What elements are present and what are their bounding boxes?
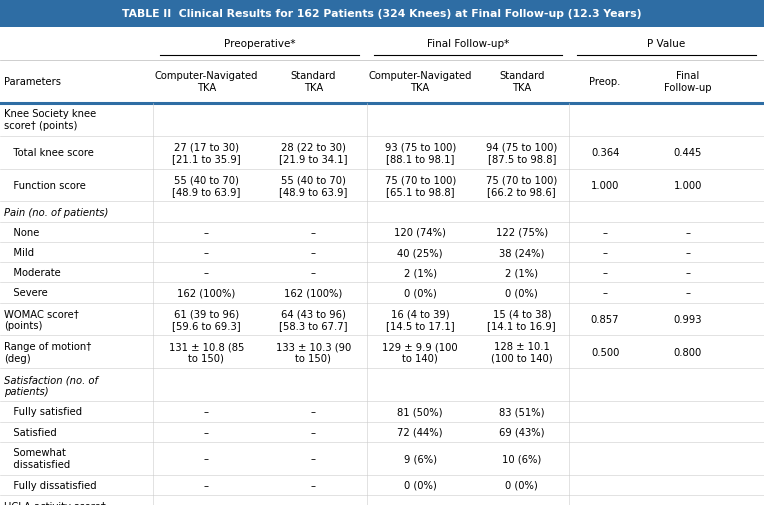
- Text: Knee Society knee
score† (points): Knee Society knee score† (points): [4, 109, 96, 131]
- Text: Final
Follow-up: Final Follow-up: [664, 71, 711, 93]
- Text: Pain (no. of patients): Pain (no. of patients): [4, 207, 108, 217]
- Text: 9 (6%): 9 (6%): [403, 453, 437, 463]
- Text: 0.993: 0.993: [673, 315, 702, 324]
- Text: Standard
TKA: Standard TKA: [290, 71, 336, 93]
- Text: 0.857: 0.857: [591, 315, 620, 324]
- Text: 0.445: 0.445: [673, 148, 702, 158]
- Text: Fully dissatisfied: Fully dissatisfied: [4, 480, 96, 490]
- Text: 133 ± 10.3 (90
to 150): 133 ± 10.3 (90 to 150): [276, 341, 351, 363]
- Text: Somewhat
   dissatisfied: Somewhat dissatisfied: [4, 447, 70, 469]
- Text: 1.000: 1.000: [591, 181, 620, 190]
- Text: –: –: [311, 407, 316, 417]
- Text: Fully satisfied: Fully satisfied: [4, 407, 82, 417]
- Text: –: –: [204, 480, 209, 490]
- Text: Mild: Mild: [4, 247, 34, 258]
- Text: 0.364: 0.364: [591, 148, 620, 158]
- Text: 55 (40 to 70)
[48.9 to 63.9]: 55 (40 to 70) [48.9 to 63.9]: [172, 175, 241, 196]
- Text: 1.000: 1.000: [673, 181, 702, 190]
- Text: 55 (40 to 70)
[48.9 to 63.9]: 55 (40 to 70) [48.9 to 63.9]: [279, 175, 348, 196]
- Text: 2 (1%): 2 (1%): [403, 268, 437, 278]
- Text: 72 (44%): 72 (44%): [397, 427, 443, 437]
- Text: 16 (4 to 39)
[14.5 to 17.1]: 16 (4 to 39) [14.5 to 17.1]: [386, 309, 455, 330]
- Text: Severe: Severe: [4, 288, 47, 298]
- Text: 15 (4 to 38)
[14.1 to 16.9]: 15 (4 to 38) [14.1 to 16.9]: [487, 309, 556, 330]
- Text: –: –: [311, 427, 316, 437]
- Text: –: –: [603, 227, 607, 237]
- Text: 162 (100%): 162 (100%): [284, 288, 342, 298]
- Text: UCLA activity score†
(points): UCLA activity score† (points): [4, 500, 105, 505]
- Text: Total knee score: Total knee score: [4, 148, 94, 158]
- Text: Satisfied: Satisfied: [4, 427, 57, 437]
- Text: –: –: [685, 227, 690, 237]
- Text: 69 (43%): 69 (43%): [499, 427, 545, 437]
- Text: Preop.: Preop.: [589, 77, 621, 87]
- Text: –: –: [603, 247, 607, 258]
- Text: Computer-Navigated
TKA: Computer-Navigated TKA: [154, 71, 258, 93]
- Text: TABLE II  Clinical Results for 162 Patients (324 Knees) at Final Follow-up (12.3: TABLE II Clinical Results for 162 Patien…: [122, 9, 642, 19]
- Text: 122 (75%): 122 (75%): [496, 227, 548, 237]
- Text: 38 (24%): 38 (24%): [499, 247, 545, 258]
- Text: 0.800: 0.800: [674, 347, 701, 357]
- Text: 2 (1%): 2 (1%): [505, 268, 539, 278]
- Text: –: –: [204, 247, 209, 258]
- Text: –: –: [204, 453, 209, 463]
- Text: 75 (70 to 100)
[66.2 to 98.6]: 75 (70 to 100) [66.2 to 98.6]: [486, 175, 558, 196]
- Text: 131 ± 10.8 (85
to 150): 131 ± 10.8 (85 to 150): [169, 341, 244, 363]
- Text: 0 (0%): 0 (0%): [506, 288, 538, 298]
- Text: Range of motion†
(deg): Range of motion† (deg): [4, 341, 91, 363]
- Text: –: –: [204, 407, 209, 417]
- Text: 40 (25%): 40 (25%): [397, 247, 443, 258]
- Text: 94 (75 to 100)
[87.5 to 98.8]: 94 (75 to 100) [87.5 to 98.8]: [486, 142, 558, 164]
- Bar: [0, 0, 764, 28]
- Text: –: –: [603, 268, 607, 278]
- Text: Standard
TKA: Standard TKA: [499, 71, 545, 93]
- Text: 128 ± 10.1
(100 to 140): 128 ± 10.1 (100 to 140): [491, 341, 552, 363]
- Text: 64 (43 to 96)
[58.3 to 67.7]: 64 (43 to 96) [58.3 to 67.7]: [279, 309, 348, 330]
- Text: 162 (100%): 162 (100%): [177, 288, 235, 298]
- Text: 27 (17 to 30)
[21.1 to 35.9]: 27 (17 to 30) [21.1 to 35.9]: [172, 142, 241, 164]
- Text: 81 (50%): 81 (50%): [397, 407, 443, 417]
- Text: –: –: [204, 268, 209, 278]
- Text: –: –: [204, 227, 209, 237]
- Text: –: –: [204, 427, 209, 437]
- Text: Computer-Navigated
TKA: Computer-Navigated TKA: [368, 71, 472, 93]
- Text: WOMAC score†
(points): WOMAC score† (points): [4, 309, 79, 330]
- Text: –: –: [685, 247, 690, 258]
- Text: P Value: P Value: [647, 39, 686, 49]
- Text: 93 (75 to 100)
[88.1 to 98.1]: 93 (75 to 100) [88.1 to 98.1]: [384, 142, 456, 164]
- Text: 10 (6%): 10 (6%): [502, 453, 542, 463]
- Text: –: –: [311, 227, 316, 237]
- Text: –: –: [603, 288, 607, 298]
- Text: Moderate: Moderate: [4, 268, 60, 278]
- Text: Parameters: Parameters: [4, 77, 61, 87]
- Text: 0 (0%): 0 (0%): [506, 480, 538, 490]
- Text: None: None: [4, 227, 39, 237]
- Text: 129 ± 9.9 (100
to 140): 129 ± 9.9 (100 to 140): [383, 341, 458, 363]
- Text: 61 (39 to 96)
[59.6 to 69.3]: 61 (39 to 96) [59.6 to 69.3]: [172, 309, 241, 330]
- Text: 0 (0%): 0 (0%): [404, 288, 436, 298]
- Text: 75 (70 to 100)
[65.1 to 98.8]: 75 (70 to 100) [65.1 to 98.8]: [384, 175, 456, 196]
- Text: Preoperative*: Preoperative*: [224, 39, 296, 49]
- Text: 0 (0%): 0 (0%): [404, 480, 436, 490]
- Text: Satisfaction (no. of
patients): Satisfaction (no. of patients): [4, 374, 98, 396]
- Text: –: –: [311, 247, 316, 258]
- Text: 0.500: 0.500: [591, 347, 620, 357]
- Text: 83 (51%): 83 (51%): [499, 407, 545, 417]
- Text: 28 (22 to 30)
[21.9 to 34.1]: 28 (22 to 30) [21.9 to 34.1]: [279, 142, 348, 164]
- Text: –: –: [311, 480, 316, 490]
- Text: Function score: Function score: [4, 181, 86, 190]
- Text: –: –: [311, 453, 316, 463]
- Text: –: –: [685, 288, 690, 298]
- Text: –: –: [311, 268, 316, 278]
- Text: 120 (74%): 120 (74%): [394, 227, 446, 237]
- Text: –: –: [685, 268, 690, 278]
- Text: Final Follow-up*: Final Follow-up*: [427, 39, 509, 49]
